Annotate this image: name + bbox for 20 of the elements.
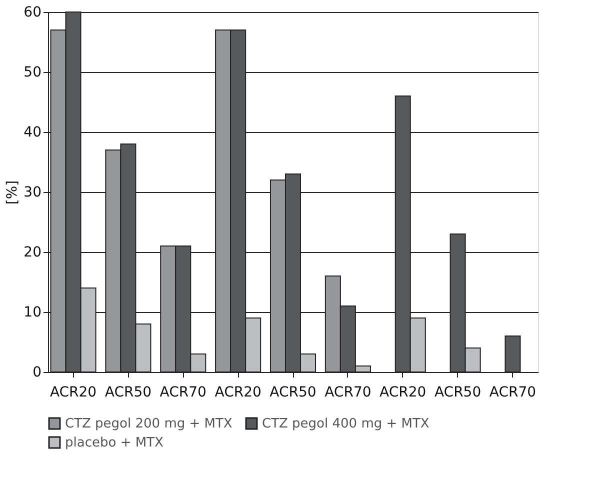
legend-label: CTZ pegol 400 mg + MTX (262, 416, 430, 432)
y-axis-title: [%] (4, 180, 21, 205)
y-tick-label: 20 (24, 244, 42, 260)
y-tick-label: 50 (24, 64, 42, 80)
legend-label: placebo + MTX (65, 436, 164, 450)
y-tick-label: 10 (24, 304, 42, 320)
y-tick-label: 0 (32, 364, 42, 380)
x-tick-label: ACR20 (214, 384, 262, 400)
x-tick-label: ACR50 (270, 384, 316, 400)
x-tick-label: ACR70 (160, 384, 206, 400)
y-tick-label: 40 (24, 124, 42, 140)
y-tick-label: 30 (24, 184, 42, 200)
x-tick-label: ACR50 (434, 384, 482, 400)
legend-label: CTZ pegol 200 mg + MTX (65, 416, 232, 432)
x-tick-label: ACR50 (104, 384, 152, 400)
x-tick-label: ACR70 (489, 384, 536, 400)
x-tick-label: ACR20 (380, 384, 426, 400)
x-tick-label: ACR20 (50, 384, 97, 400)
x-tick-label: ACR70 (324, 384, 372, 400)
y-tick-label: 60 (24, 4, 42, 20)
